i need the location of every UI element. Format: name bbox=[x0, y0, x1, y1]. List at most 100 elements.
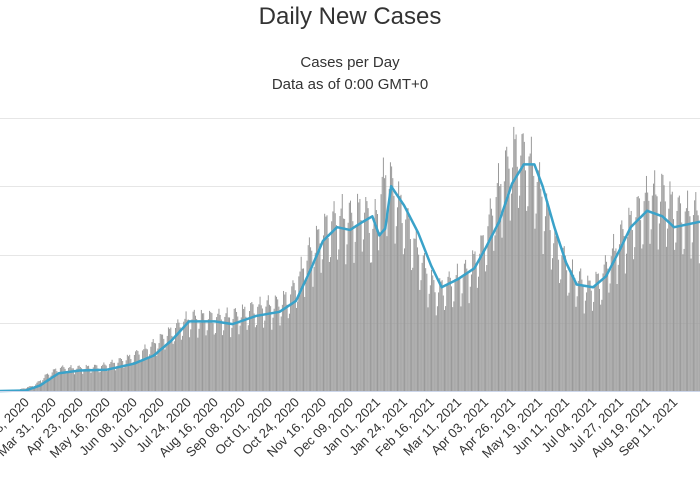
bar bbox=[473, 253, 475, 391]
bar bbox=[193, 309, 195, 391]
bar bbox=[389, 162, 391, 391]
bar bbox=[546, 193, 548, 391]
bar bbox=[178, 322, 180, 391]
bar bbox=[526, 210, 528, 391]
bar bbox=[170, 327, 172, 391]
bar bbox=[319, 243, 321, 391]
bar bbox=[313, 266, 315, 391]
bar bbox=[369, 262, 371, 391]
bar bbox=[305, 282, 307, 391]
bar bbox=[469, 286, 471, 391]
bar bbox=[649, 243, 651, 391]
bar bbox=[95, 364, 97, 391]
bar bbox=[73, 374, 75, 391]
bar bbox=[324, 213, 326, 391]
bar bbox=[88, 365, 90, 391]
bar bbox=[347, 222, 349, 391]
bar bbox=[214, 333, 216, 391]
bar bbox=[387, 209, 389, 391]
bar bbox=[574, 277, 576, 391]
bar bbox=[620, 224, 622, 391]
bar bbox=[382, 157, 384, 391]
bar bbox=[97, 368, 99, 391]
bar bbox=[651, 195, 653, 391]
bar bbox=[459, 278, 461, 391]
bar bbox=[202, 313, 204, 391]
bar bbox=[411, 270, 413, 391]
bar bbox=[340, 208, 342, 391]
bar bbox=[635, 217, 637, 391]
bar bbox=[406, 208, 408, 391]
bar bbox=[391, 166, 393, 391]
bar bbox=[339, 216, 341, 391]
bar bbox=[550, 269, 552, 391]
bar bbox=[521, 134, 523, 392]
bar bbox=[223, 330, 225, 391]
bar bbox=[696, 210, 698, 391]
bar bbox=[367, 208, 369, 391]
bar bbox=[301, 268, 303, 391]
bar bbox=[285, 292, 287, 391]
bar bbox=[514, 139, 516, 391]
bar bbox=[322, 235, 324, 391]
bar bbox=[76, 368, 78, 391]
bar bbox=[123, 367, 125, 391]
bar bbox=[108, 368, 110, 391]
bar bbox=[657, 249, 659, 391]
bar bbox=[507, 156, 509, 391]
bar bbox=[79, 367, 81, 391]
bar bbox=[688, 210, 690, 391]
bar bbox=[446, 284, 448, 391]
bar bbox=[175, 327, 176, 391]
bar bbox=[151, 342, 153, 391]
bar bbox=[268, 304, 270, 391]
bar bbox=[643, 201, 645, 391]
bar bbox=[493, 250, 495, 391]
bar bbox=[259, 296, 261, 391]
bar bbox=[645, 175, 647, 391]
bar bbox=[561, 255, 563, 391]
bar bbox=[213, 334, 215, 391]
bar bbox=[132, 362, 134, 391]
bar bbox=[575, 306, 577, 391]
bar bbox=[562, 247, 564, 391]
bar bbox=[113, 362, 115, 391]
bar bbox=[272, 317, 274, 391]
bar bbox=[434, 292, 436, 391]
bar bbox=[125, 360, 127, 391]
subtitle-line-2: Data as of 0:00 GMT+0 bbox=[271, 76, 429, 93]
bar bbox=[549, 230, 551, 391]
bar bbox=[421, 262, 423, 391]
bar bbox=[587, 275, 589, 391]
bar bbox=[467, 273, 469, 391]
bar bbox=[288, 313, 290, 391]
bar bbox=[522, 133, 524, 392]
bar bbox=[205, 335, 207, 391]
bar bbox=[221, 335, 223, 391]
bar bbox=[140, 359, 142, 391]
bar bbox=[353, 262, 355, 391]
bar bbox=[179, 327, 181, 391]
bar bbox=[267, 295, 269, 391]
bar bbox=[182, 335, 184, 391]
bar bbox=[377, 214, 379, 391]
bar bbox=[384, 178, 386, 391]
bar bbox=[653, 183, 655, 391]
bar bbox=[238, 334, 240, 391]
bar bbox=[371, 262, 373, 391]
bar bbox=[536, 182, 538, 391]
bar bbox=[54, 369, 56, 391]
bar bbox=[695, 192, 697, 391]
bar bbox=[330, 257, 332, 391]
bar bbox=[69, 367, 71, 391]
bar bbox=[365, 197, 367, 391]
bar bbox=[641, 248, 643, 391]
bar bbox=[539, 162, 541, 391]
bar bbox=[139, 361, 141, 391]
bar bbox=[513, 126, 515, 392]
bar bbox=[399, 195, 401, 391]
bar bbox=[359, 198, 361, 391]
bar bbox=[264, 320, 266, 391]
bar bbox=[184, 318, 186, 391]
